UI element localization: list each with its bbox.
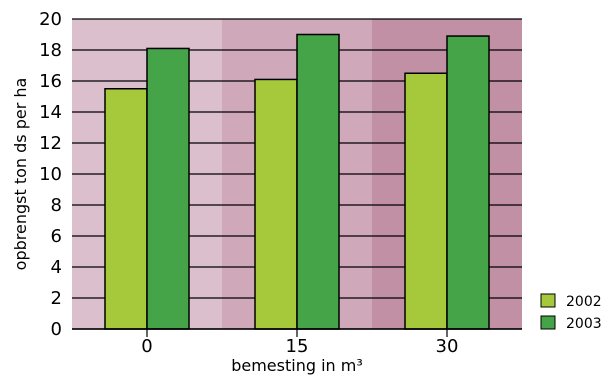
x-tick-label: 30 bbox=[436, 336, 459, 357]
y-axis-title: opbrengst ton ds per ha bbox=[11, 78, 30, 271]
y-tick-label: 0 bbox=[51, 319, 62, 340]
legend-label-2003: 2003 bbox=[566, 316, 602, 332]
y-tick-labels: 0 2 4 6 8 10 12 14 16 18 20 bbox=[39, 9, 62, 340]
legend-swatch-2002 bbox=[540, 293, 556, 308]
y-tick-label: 6 bbox=[51, 226, 62, 247]
y-tick-label: 10 bbox=[39, 164, 62, 185]
bar-2003-15 bbox=[296, 33, 340, 330]
bar-2002-30 bbox=[404, 72, 448, 330]
legend-label-2002: 2002 bbox=[566, 294, 602, 310]
y-tick-label: 8 bbox=[51, 195, 62, 216]
y-tick-label: 4 bbox=[51, 257, 62, 278]
bar-2002-15 bbox=[254, 78, 298, 330]
y-tick-label: 16 bbox=[39, 71, 62, 92]
legend: 2002 2003 bbox=[540, 293, 602, 332]
y-tick-label: 18 bbox=[39, 40, 62, 61]
x-tick-label: 15 bbox=[286, 336, 309, 357]
bars bbox=[104, 33, 490, 330]
bar-2003-30 bbox=[446, 35, 490, 330]
y-tick-label: 2 bbox=[51, 288, 62, 309]
legend-swatch-2003 bbox=[540, 315, 556, 330]
x-tick-labels: 0 15 30 bbox=[141, 329, 458, 357]
y-tick-label: 12 bbox=[39, 133, 62, 154]
y-tick-label: 14 bbox=[39, 102, 62, 123]
x-tick-label: 0 bbox=[141, 336, 152, 357]
x-axis-title: bemesting in m³ bbox=[231, 356, 363, 375]
bar-2003-0 bbox=[146, 47, 190, 330]
y-tick-label: 20 bbox=[39, 9, 62, 30]
bar-2002-0 bbox=[104, 88, 148, 330]
